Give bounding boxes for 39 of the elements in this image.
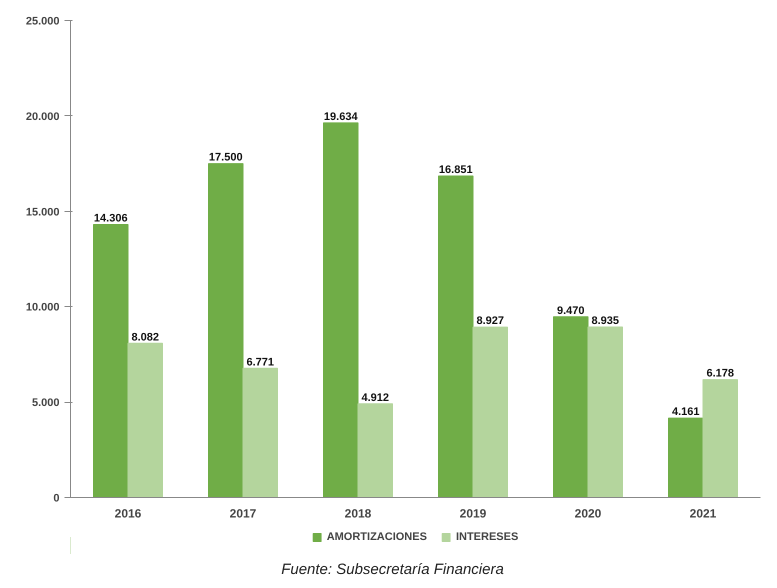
data-label: 6.178 <box>706 368 734 380</box>
legend-label: AMORTIZACIONES <box>326 531 427 543</box>
data-label: 8.082 <box>131 331 160 344</box>
bar <box>128 342 163 498</box>
x-tick-label: 2018 <box>344 506 372 520</box>
bar <box>472 326 508 498</box>
data-label: 6.771 <box>246 356 274 368</box>
bar <box>553 316 588 498</box>
source-note: Fuente: Subsecretaría Financiera <box>281 560 504 580</box>
x-tick-label: 2017 <box>230 506 257 520</box>
data-label: 8.935 <box>591 315 620 328</box>
bar <box>588 326 623 498</box>
y-tick-label: 0 <box>53 492 60 504</box>
y-tick-label: 20.000 <box>26 110 60 123</box>
bar <box>358 403 393 498</box>
bar <box>323 122 358 498</box>
y-tick-label: 25.000 <box>26 16 60 28</box>
x-tick-label: 2021 <box>690 506 717 520</box>
y-tick-label: 5.000 <box>32 397 60 410</box>
bar <box>93 224 128 498</box>
data-label: 8.927 <box>476 315 504 328</box>
bar <box>702 379 738 498</box>
bar <box>668 418 704 498</box>
data-label: 9.470 <box>556 304 585 317</box>
data-label: 4.161 <box>672 406 700 418</box>
x-tick-label: 2020 <box>574 506 602 520</box>
data-label: 4.912 <box>361 392 390 404</box>
bar <box>438 175 474 498</box>
legend-label: INTERESES <box>456 531 518 543</box>
data-label: 16.851 <box>438 164 473 176</box>
data-label: 14.306 <box>94 212 128 225</box>
bar <box>242 368 278 498</box>
x-tick-label: 2016 <box>114 506 142 520</box>
x-tick-label: 2019 <box>460 506 487 520</box>
y-tick-label: 10.000 <box>26 302 60 314</box>
data-label: 17.500 <box>208 152 243 164</box>
data-label: 19.634 <box>324 110 358 123</box>
y-tick-label: 15.000 <box>26 206 60 218</box>
bar <box>208 163 244 498</box>
